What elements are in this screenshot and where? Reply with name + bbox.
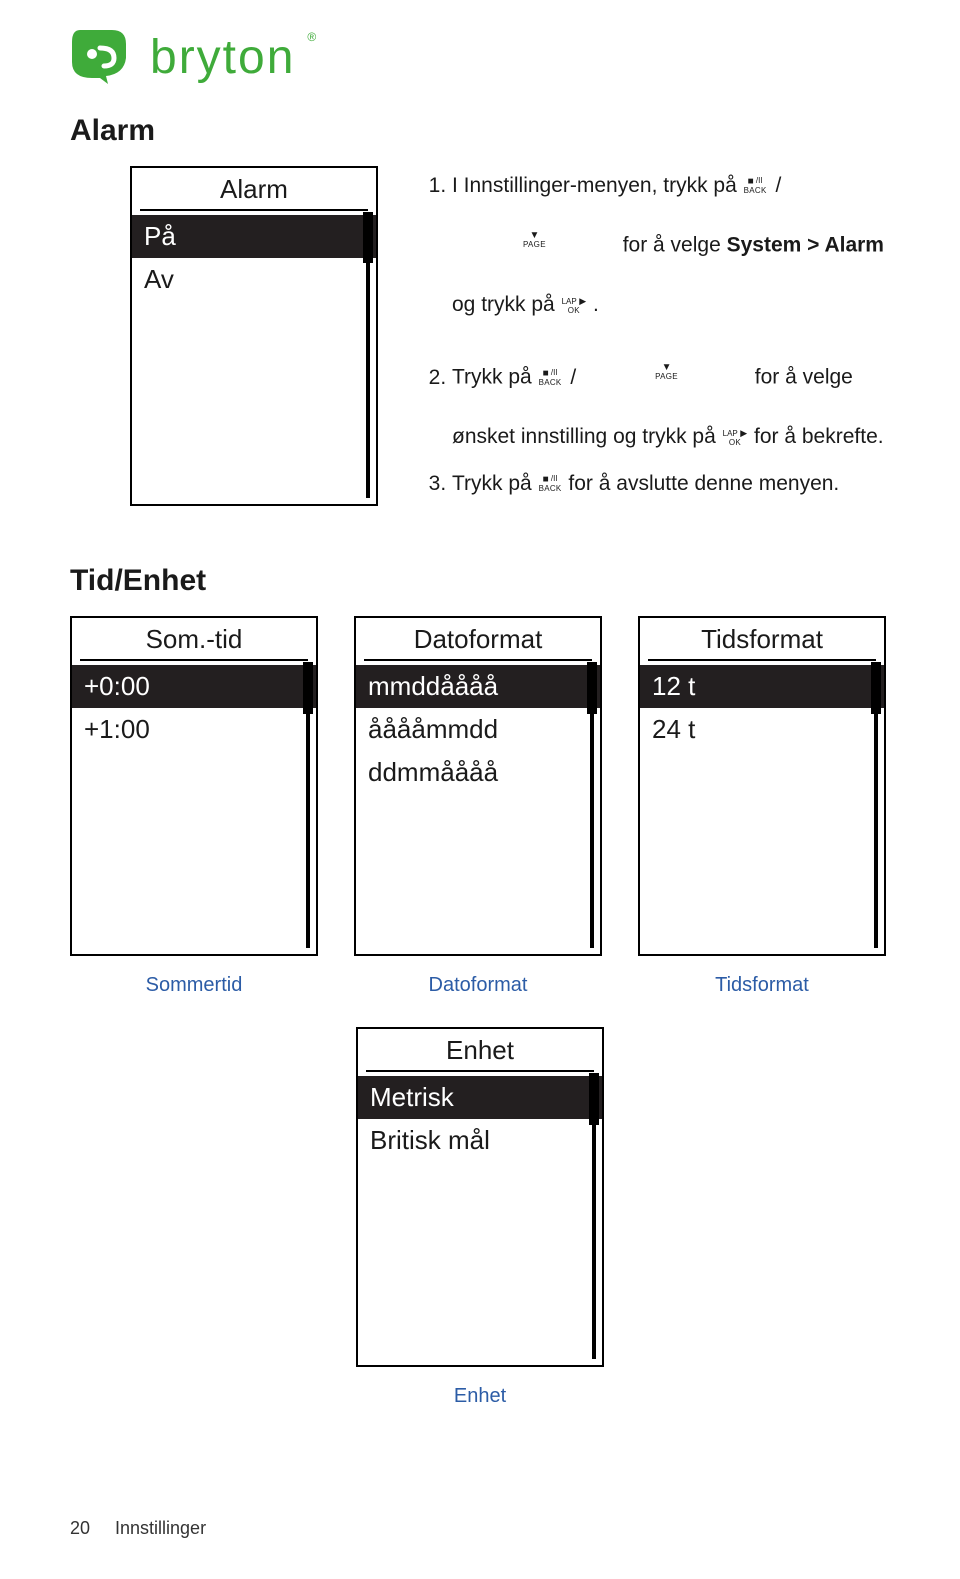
alarm-device-title: Alarm (140, 168, 368, 211)
brand-logo: bryton ® (70, 28, 890, 86)
datoformat-device-screen: Datoformat mmddååååååååmmddddmmåååå (354, 616, 602, 956)
scrollbar-thumb (363, 212, 373, 263)
page-number: 20 (70, 1518, 110, 1539)
enhet-device-screen: Enhet MetriskBritisk mål (356, 1027, 604, 1367)
back-button-icon: BACK (539, 369, 562, 387)
device-title: Enhet (366, 1029, 594, 1072)
text: I Innstillinger-menyen, trykk på (452, 174, 743, 197)
instruction-2: Trykk på BACK / PAGE for å velge ønsket … (452, 335, 890, 454)
text: Trykk på (452, 366, 538, 389)
alarm-heading: Alarm (70, 114, 890, 148)
back-button-icon: BACK (744, 177, 767, 195)
list-item[interactable]: Av (132, 258, 376, 301)
text: for å avslutte denne menyen. (568, 472, 839, 495)
list-item[interactable]: Britisk mål (358, 1119, 602, 1162)
slash-icon: / (775, 174, 781, 197)
back-button-icon: BACK (539, 475, 562, 493)
scrollbar (363, 212, 373, 498)
list-item[interactable]: +0:00 (72, 665, 316, 708)
registered-mark-icon: ® (307, 30, 316, 44)
tid-row-2: Enhet MetriskBritisk mål Enhet (70, 1027, 890, 1408)
scrollbar (871, 662, 881, 948)
scrollbar (589, 1073, 599, 1359)
list-item[interactable]: 12 t (640, 665, 884, 708)
somtid-caption: Sommertid (146, 974, 243, 997)
brand-logo-mark-icon (70, 28, 132, 86)
page: bryton ® Alarm Alarm PåAv I Innstillinge… (0, 0, 960, 1579)
device-items: mmddååååååååmmddddmmåååå (356, 661, 600, 794)
list-item[interactable]: 24 t (640, 708, 884, 751)
enhet-caption: Enhet (454, 1385, 506, 1408)
page-button-icon: PAGE (585, 335, 748, 421)
list-item[interactable]: Metrisk (358, 1076, 602, 1119)
lap-ok-button-icon: OK (723, 428, 748, 447)
page-button-icon: PAGE (453, 203, 616, 289)
alarm-instructions: I Innstillinger-menyen, trykk på BACK / … (426, 166, 890, 514)
alarm-device-items: PåAv (132, 211, 376, 301)
tidsformat-device-screen: Tidsformat 12 t24 t (638, 616, 886, 956)
tidsformat-caption: Tidsformat (715, 974, 809, 997)
datoformat-caption: Datoformat (429, 974, 528, 997)
list-item[interactable]: mmddåååå (356, 665, 600, 708)
scrollbar-thumb (587, 662, 597, 713)
scrollbar-thumb (589, 1073, 599, 1124)
text: for å velge (623, 233, 727, 256)
text: . (593, 293, 599, 316)
brand-logo-text: bryton (150, 30, 295, 85)
device-items: MetriskBritisk mål (358, 1072, 602, 1162)
tidsformat-col: Tidsformat 12 t24 t Tidsformat (638, 616, 886, 997)
tid-row-1: Som.-tid +0:00+1:00 Sommertid Datoformat… (70, 616, 890, 997)
device-items: 12 t24 t (640, 661, 884, 751)
list-item[interactable]: ddmmåååå (356, 751, 600, 794)
list-item[interactable]: På (132, 215, 376, 258)
slash-icon: / (570, 366, 576, 389)
somtid-col: Som.-tid +0:00+1:00 Sommertid (70, 616, 318, 997)
text: for å bekrefte. (754, 425, 884, 448)
scrollbar (587, 662, 597, 948)
somtid-device-screen: Som.-tid +0:00+1:00 (70, 616, 318, 956)
enhet-col: Enhet MetriskBritisk mål Enhet (70, 1027, 890, 1408)
lap-ok-button-icon: OK (562, 296, 587, 315)
device-title: Som.-tid (80, 618, 308, 661)
device-title: Datoformat (364, 618, 592, 661)
instruction-1: I Innstillinger-menyen, trykk på BACK / … (452, 170, 890, 321)
alarm-device-screen: Alarm PåAv (130, 166, 378, 506)
datoformat-col: Datoformat mmddååååååååmmddddmmåååå Dato… (354, 616, 602, 997)
tid-heading: Tid/Enhet (70, 564, 890, 598)
device-items: +0:00+1:00 (72, 661, 316, 751)
device-title: Tidsformat (648, 618, 876, 661)
text: og trykk på (452, 293, 561, 316)
text-bold: System > Alarm (727, 233, 884, 256)
alarm-row: Alarm PåAv I Innstillinger-menyen, trykk… (130, 166, 890, 514)
scrollbar-thumb (871, 662, 881, 713)
text: Trykk på (452, 472, 538, 495)
scrollbar (303, 662, 313, 948)
list-item[interactable]: ååååmmdd (356, 708, 600, 751)
instruction-3: Trykk på BACK for å avslutte denne menye… (452, 468, 890, 501)
scrollbar-thumb (303, 662, 313, 713)
page-footer: 20 Innstillinger (70, 1518, 890, 1539)
list-item[interactable]: +1:00 (72, 708, 316, 751)
footer-section: Innstillinger (115, 1518, 206, 1538)
